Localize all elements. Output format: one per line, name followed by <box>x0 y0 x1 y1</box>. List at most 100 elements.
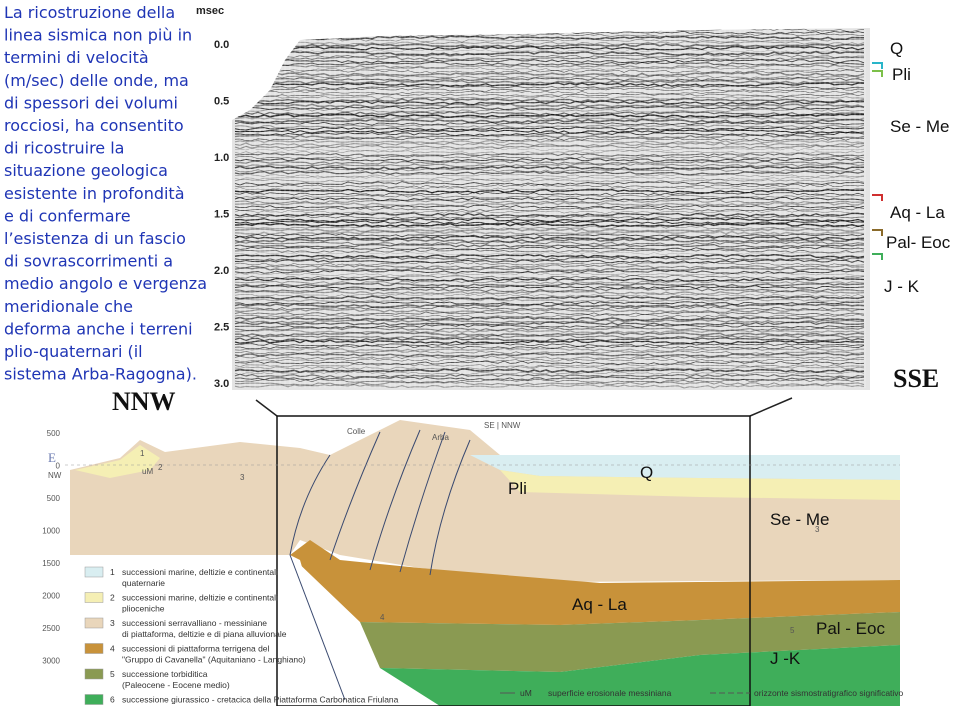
fault <box>289 554 346 701</box>
legend-swatch <box>84 566 104 578</box>
seismic-trace <box>234 381 865 386</box>
seismic-trace <box>234 87 865 92</box>
seismic-trace <box>234 379 865 384</box>
unit-mark: 3 <box>815 525 820 534</box>
intro-line: esistente in profondità <box>4 184 185 203</box>
depth-label: 2500 <box>42 624 60 633</box>
depth-label: 500 <box>47 429 61 438</box>
seismic-trace <box>234 334 865 339</box>
legend-number: 6 <box>110 695 115 705</box>
horizon-label: Pli <box>892 65 911 84</box>
seismic-trace <box>234 74 865 79</box>
section-horizon: Q <box>640 463 653 482</box>
depth-label: 0 <box>56 462 61 471</box>
seismic-trace <box>234 326 865 332</box>
time-unit: msec <box>196 5 224 17</box>
layer-1 <box>470 455 900 480</box>
unit-mark: uM <box>142 467 153 476</box>
seismic-trace <box>234 196 865 202</box>
seismic-trace <box>234 295 865 301</box>
seismic-trace <box>234 355 865 360</box>
seismic-trace <box>234 137 865 142</box>
intro-line: rocciosi, ha consentito <box>4 116 184 135</box>
cross-section <box>65 415 900 706</box>
legend-text: quaternarie <box>122 578 165 588</box>
time-label: 2.0 <box>214 265 229 277</box>
seismic-trace <box>234 285 865 290</box>
seismic-trace <box>234 306 865 311</box>
tick-pli <box>872 70 883 77</box>
seismic-trace <box>234 90 865 95</box>
seismic-trace <box>234 358 865 363</box>
seismic-trace <box>234 45 865 51</box>
fault <box>369 429 421 571</box>
seismic-trace <box>234 201 865 207</box>
fault <box>329 431 381 561</box>
seismic-trace <box>234 147 865 152</box>
seismic-section <box>232 14 870 390</box>
seismic-trace <box>234 365 865 370</box>
seismic-trace <box>234 342 865 347</box>
seismic-trace <box>235 118 865 124</box>
seismic-trace <box>234 183 865 188</box>
legend-number: 5 <box>110 669 115 679</box>
seismic-trace <box>234 282 865 288</box>
seismic-trace <box>234 69 865 74</box>
section-horizon: Pli <box>508 479 527 498</box>
horizon-ticks <box>872 62 883 260</box>
seismic-trace <box>234 227 865 233</box>
seismic-trace <box>234 199 865 204</box>
seismic-trace <box>234 79 865 85</box>
intro-line: di spessori dei volumi <box>4 93 178 112</box>
seismic-trace <box>234 163 865 168</box>
legend-swatch <box>84 643 104 654</box>
intro-line: La ricostruzione della <box>4 3 175 22</box>
layer-2-left <box>75 445 160 478</box>
seismic-trace <box>234 131 865 137</box>
seismic-trace <box>234 176 865 181</box>
seismic-trace <box>234 126 865 131</box>
unit-mark: 3 <box>240 473 245 482</box>
end-label: NNW <box>112 387 176 416</box>
time-label: 0.5 <box>214 96 229 108</box>
seismic-trace <box>234 43 865 49</box>
intro-line: l’esistenza di un fascio <box>4 229 186 248</box>
legend-number: 2 <box>110 593 115 603</box>
seismic-trace <box>234 293 865 297</box>
seismic-trace <box>234 264 865 269</box>
seismic-trace <box>234 251 864 256</box>
seismic-trace <box>234 58 865 64</box>
section-horizon: Se - Me <box>770 510 830 529</box>
seismic-trace <box>234 233 865 238</box>
seismic-trace <box>234 165 865 171</box>
seismic-trace <box>234 220 865 225</box>
seismic-trace <box>234 287 865 293</box>
seismic-trace <box>234 272 865 277</box>
seismic-trace <box>234 61 865 67</box>
symbol-mark: uM <box>520 688 532 698</box>
intro-line: di sovrascorrimenti a <box>4 252 173 271</box>
seismic-trace <box>234 298 865 303</box>
depth-label: 1500 <box>42 559 60 568</box>
seismic-trace <box>234 243 865 248</box>
connector <box>749 397 793 417</box>
place: Arba <box>432 433 449 442</box>
legend-text: successioni marine, deltizie e continent… <box>122 593 278 603</box>
intro-line: sistema Arba-Ragogna). <box>4 365 197 384</box>
seismic-trace <box>234 313 865 318</box>
seismic-trace <box>234 215 865 220</box>
seismic-trace <box>234 134 865 140</box>
seismic-trace <box>234 67 865 71</box>
time-label: 2.5 <box>214 322 229 334</box>
fault <box>429 439 471 576</box>
junction: SE | NNW <box>484 421 521 430</box>
seismic-trace <box>234 262 865 266</box>
seismic-trace <box>234 350 865 355</box>
legend-text: successioni serravalliano - messiniane <box>122 618 267 628</box>
seismic-trace <box>234 97 865 103</box>
seismic-trace <box>234 194 865 199</box>
intro-line: plio-quaternari (il <box>4 342 143 361</box>
seismic-trace <box>234 222 865 228</box>
tick-pal <box>872 229 883 236</box>
basin-gap <box>290 555 430 706</box>
